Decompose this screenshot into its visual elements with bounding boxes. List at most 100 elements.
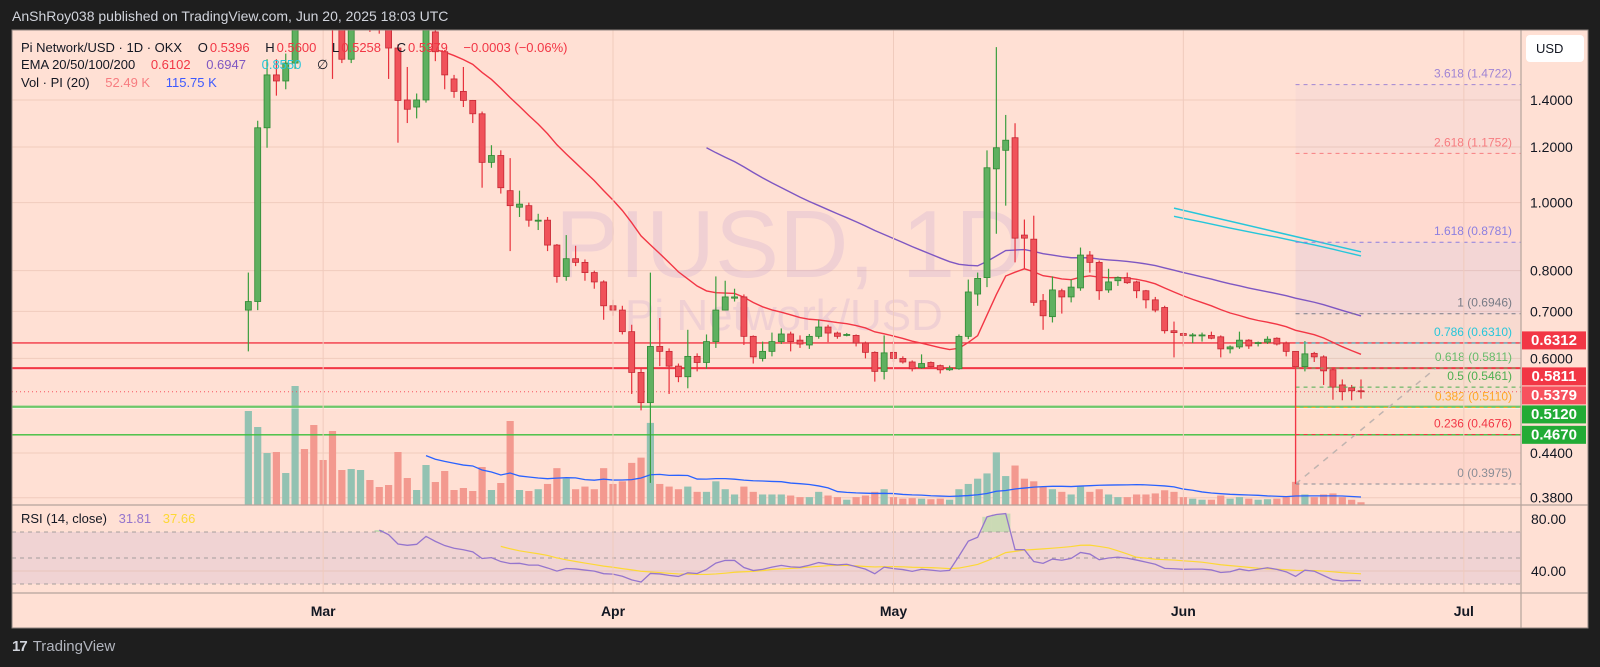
candle[interactable] xyxy=(572,245,579,267)
candle[interactable] xyxy=(843,333,851,337)
price-tag-box[interactable] xyxy=(1522,405,1586,424)
candle[interactable] xyxy=(469,99,477,124)
candle[interactable] xyxy=(787,331,795,352)
price-tag[interactable]: 0.5811 xyxy=(1522,367,1586,386)
candle[interactable] xyxy=(1039,294,1047,330)
candle[interactable] xyxy=(478,111,486,188)
candle[interactable] xyxy=(1030,215,1038,306)
candle[interactable] xyxy=(1077,247,1084,291)
candle[interactable] xyxy=(553,244,561,283)
footer-brand[interactable]: 17 TradingView xyxy=(12,638,115,655)
candle[interactable] xyxy=(394,44,402,143)
candle[interactable] xyxy=(946,365,953,371)
candle[interactable] xyxy=(1021,219,1028,269)
candle[interactable] xyxy=(964,279,972,340)
candle[interactable] xyxy=(431,23,439,62)
price-tag[interactable]: 0.5379 xyxy=(1522,386,1586,405)
price-tag[interactable]: 0.6312 xyxy=(1522,331,1586,350)
candle[interactable] xyxy=(637,368,645,411)
candle[interactable] xyxy=(1320,355,1327,385)
symbol-name[interactable]: Pi Network/USD · 1D · OKX xyxy=(21,40,183,55)
candle[interactable] xyxy=(516,190,523,217)
candle[interactable] xyxy=(347,7,355,64)
candle[interactable] xyxy=(628,324,636,394)
candle[interactable] xyxy=(450,74,458,98)
candle[interactable] xyxy=(459,66,467,108)
candle[interactable] xyxy=(1105,268,1112,293)
candle[interactable] xyxy=(1002,114,1010,206)
candle[interactable] xyxy=(740,294,748,345)
candle[interactable] xyxy=(600,280,608,320)
candle[interactable] xyxy=(311,0,317,15)
candle[interactable] xyxy=(385,15,393,79)
candle[interactable] xyxy=(497,150,505,194)
candle[interactable] xyxy=(358,0,364,31)
price-tag-box[interactable] xyxy=(1522,386,1586,405)
candle[interactable] xyxy=(254,120,262,311)
candle[interactable] xyxy=(1114,276,1122,286)
candle[interactable] xyxy=(301,0,307,7)
candle[interactable] xyxy=(441,49,449,90)
volume-legend[interactable]: Vol · PI (20) 52.49 K 115.75 K xyxy=(21,75,219,90)
rsi-legend[interactable]: RSI (14, close) 31.81 37.66 xyxy=(21,511,195,526)
candle[interactable] xyxy=(974,272,982,306)
price-tag[interactable]: 0.4670 xyxy=(1522,425,1586,444)
candle[interactable] xyxy=(880,335,888,380)
candle[interactable] xyxy=(815,319,823,339)
candle[interactable] xyxy=(1226,345,1234,354)
candle[interactable] xyxy=(1086,251,1094,273)
candle[interactable] xyxy=(581,259,589,281)
candle[interactable] xyxy=(320,0,326,23)
candle[interactable] xyxy=(488,145,495,168)
candle[interactable] xyxy=(899,356,907,364)
candle[interactable] xyxy=(1329,368,1337,400)
candle[interactable] xyxy=(263,59,271,148)
candle[interactable] xyxy=(338,15,346,64)
candle[interactable] xyxy=(1310,351,1318,362)
candle[interactable] xyxy=(1170,321,1178,358)
volume-label[interactable]: Vol · PI (20) xyxy=(21,75,90,90)
candle[interactable] xyxy=(1273,337,1281,346)
candle[interactable] xyxy=(852,334,860,347)
candle[interactable] xyxy=(918,354,925,369)
candle[interactable] xyxy=(1338,379,1346,401)
candle[interactable] xyxy=(1142,289,1150,309)
candle[interactable] xyxy=(291,0,299,69)
trendline[interactable] xyxy=(1173,207,1362,253)
candle[interactable] xyxy=(1151,296,1159,313)
symbol-legend[interactable]: Pi Network/USD · 1D · OKX O 0.5396 H 0.560… xyxy=(21,40,570,55)
candle[interactable] xyxy=(675,363,682,383)
candle[interactable] xyxy=(1236,331,1243,349)
candle[interactable] xyxy=(618,305,626,335)
candle[interactable] xyxy=(992,47,1000,234)
candle[interactable] xyxy=(749,335,757,364)
candle[interactable] xyxy=(1049,276,1056,323)
candle[interactable] xyxy=(1208,331,1215,340)
candle[interactable] xyxy=(413,93,421,119)
candle[interactable] xyxy=(534,213,542,231)
candle[interactable] xyxy=(1123,272,1131,284)
candle[interactable] xyxy=(1161,305,1169,334)
candle[interactable] xyxy=(1217,335,1225,358)
candle[interactable] xyxy=(721,280,729,311)
candle[interactable] xyxy=(1133,280,1140,299)
candle[interactable] xyxy=(562,235,570,281)
ema-label[interactable]: EMA 20/50/100/200 xyxy=(21,57,136,72)
candle[interactable] xyxy=(1189,333,1197,344)
candle[interactable] xyxy=(330,0,336,79)
candle[interactable] xyxy=(731,288,738,302)
candle[interactable] xyxy=(936,364,944,374)
candle[interactable] xyxy=(1058,288,1066,314)
candle[interactable] xyxy=(712,276,720,348)
candle[interactable] xyxy=(367,0,373,32)
price-tag-box[interactable] xyxy=(1522,425,1586,444)
candle[interactable] xyxy=(1245,339,1253,349)
candle[interactable] xyxy=(1301,341,1309,372)
candle[interactable] xyxy=(665,348,673,394)
candle[interactable] xyxy=(1357,379,1365,399)
candle[interactable] xyxy=(1095,260,1103,300)
candle[interactable] xyxy=(272,59,280,96)
candle[interactable] xyxy=(1011,123,1019,263)
candle[interactable] xyxy=(1254,341,1262,347)
